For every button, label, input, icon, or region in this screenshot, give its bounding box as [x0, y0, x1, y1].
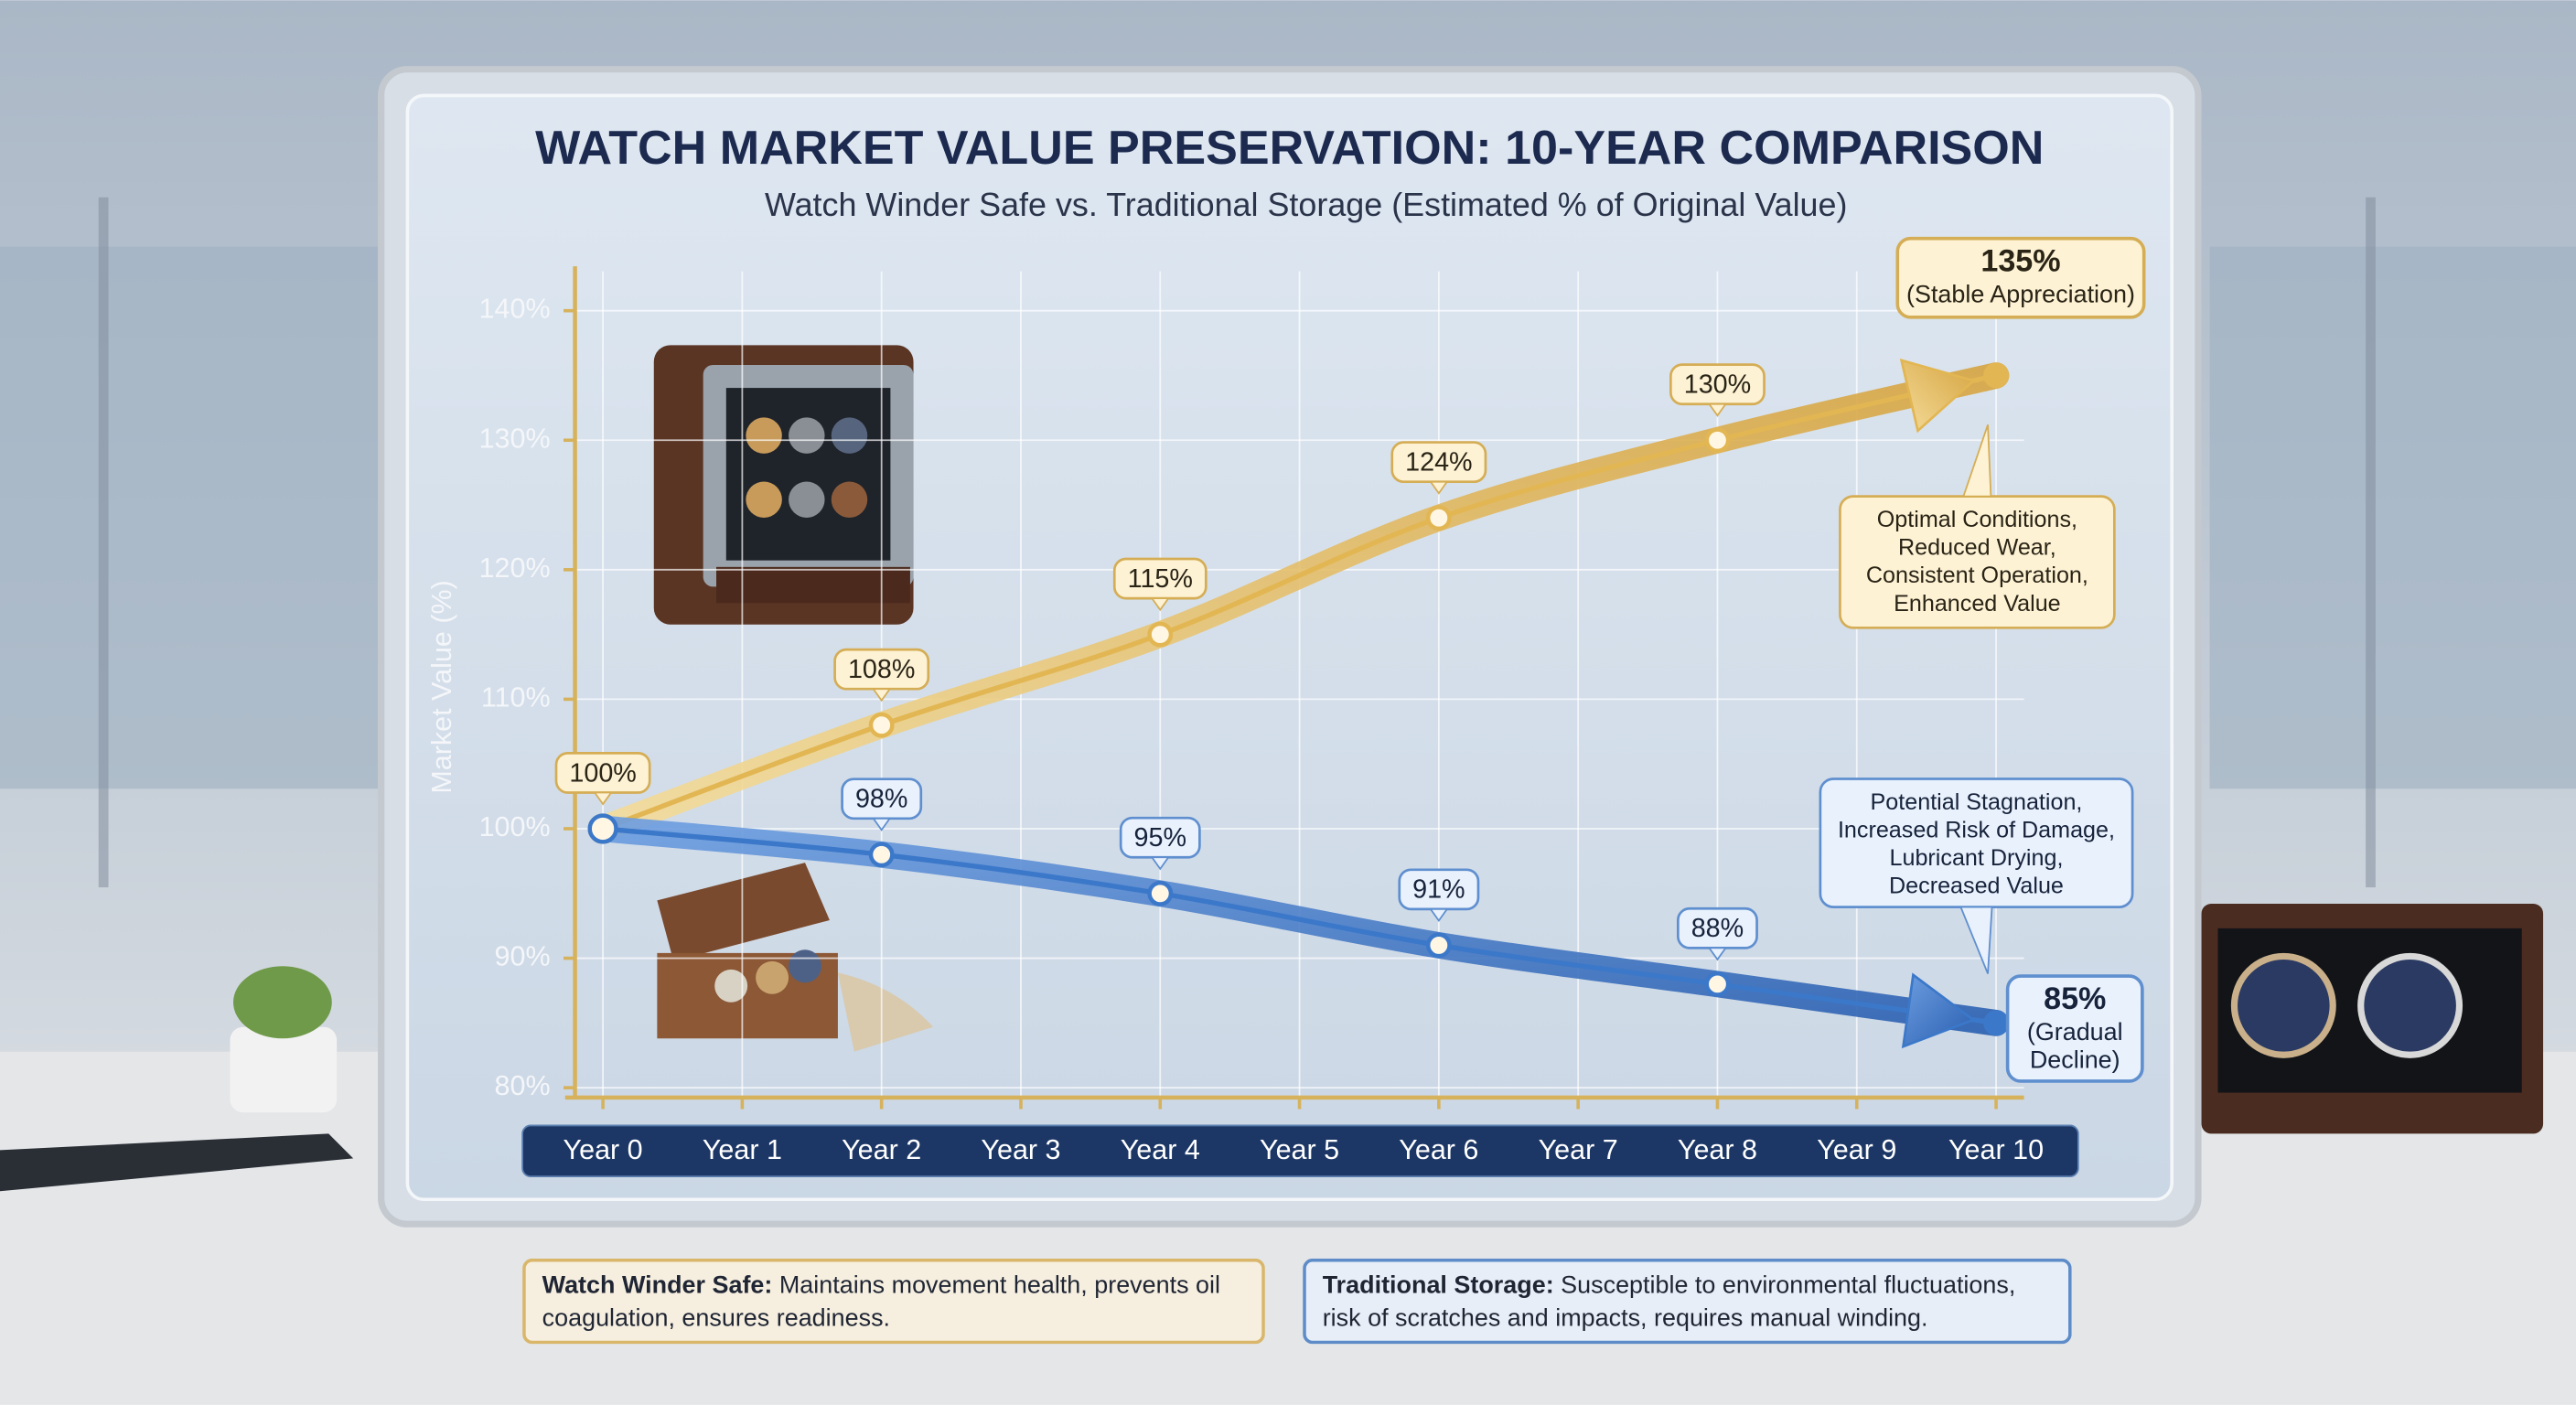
value-label: 88% [1691, 914, 1744, 943]
grid [574, 271, 2024, 1098]
callout-text: Reduced Wear, [1898, 535, 2056, 561]
callout-text: Increased Risk of Damage, [1838, 818, 2115, 843]
bubble-pointer [871, 688, 892, 702]
x-tick-label: Year 0 [564, 1134, 643, 1165]
end-box [2005, 974, 2144, 1083]
bubble-pointer [593, 791, 613, 806]
note: Traditional Storage: Susceptible to envi… [1303, 1258, 2072, 1345]
data-point [1147, 621, 1174, 648]
note: Watch Winder Safe: Maintains movement he… [522, 1258, 1265, 1345]
y-tick-label: 100% [479, 811, 551, 842]
callout-text: Consistent Operation, [1866, 563, 2088, 588]
note-box: Watch Winder Safe: Maintains movement he… [522, 1258, 1265, 1345]
data-point [1704, 427, 1731, 454]
series-line [602, 372, 1997, 831]
x-tick-label: Year 3 [981, 1134, 1060, 1165]
plot-area: WATCH MARKET VALUE PRESERVATION: 10-YEAR… [426, 122, 2146, 1178]
bubble-pointer [1707, 947, 1728, 961]
data-point [1425, 932, 1452, 959]
x-tick-label: Year 10 [1948, 1134, 2044, 1165]
note-title: Watch Winder Safe: [542, 1271, 773, 1300]
data-point [868, 712, 895, 738]
data-point [1425, 505, 1452, 531]
x-tick-label: Year 9 [1817, 1134, 1896, 1165]
x-tick-label: Year 4 [1121, 1134, 1200, 1165]
callout-text: Lubricant Drying, [1890, 845, 2064, 871]
note-title: Traditional Storage: [1322, 1271, 1554, 1300]
value-label: 135% [1980, 244, 2060, 279]
y-tick-label: 130% [479, 423, 551, 454]
x-tick-label: Year 5 [1260, 1134, 1339, 1165]
end-box [1895, 236, 2146, 319]
arrow-head [1899, 359, 1977, 434]
y-tick-label: 140% [479, 294, 551, 325]
x-tick-label: Year 6 [1399, 1134, 1478, 1165]
note-text: Maintains movement health, prevents oil … [542, 1271, 1221, 1333]
series-line [602, 826, 1997, 1026]
y-tick-label: 90% [495, 941, 551, 972]
bubble-pointer [1707, 402, 1728, 417]
y-tick-label: 120% [479, 552, 551, 584]
value-label: 98% [855, 785, 907, 814]
x-tick-label: Year 7 [1539, 1134, 1618, 1165]
chart-title: WATCH MARKET VALUE PRESERVATION: 10-YEAR… [535, 122, 2044, 175]
callout-text: Decreased Value [1889, 874, 2064, 899]
value-label: 100% [569, 758, 636, 788]
y-tick-label: 80% [495, 1070, 551, 1101]
data-point [868, 842, 895, 868]
callout-pointer [1962, 424, 1992, 498]
series: 100% 108% 115% 124% 130% 135%(Stable Apprecia… [554, 236, 2146, 844]
callout-text: Optimal Conditions, [1877, 507, 2077, 532]
callout-pointer [1959, 906, 1993, 974]
bubble-pointer [1429, 480, 1449, 495]
box-illustration [657, 863, 934, 1052]
data-point [587, 813, 618, 844]
y-tick-label: 110% [481, 681, 551, 713]
x-tick-label: Year 2 [842, 1134, 921, 1165]
data-point [1147, 880, 1174, 906]
value-label: 108% [848, 655, 915, 684]
x-tick-label: Year 1 [703, 1134, 782, 1165]
data-point [1704, 971, 1731, 997]
bubble-pointer [1150, 856, 1171, 871]
callout-text: Enhanced Value [1894, 591, 2061, 617]
arrow-head [1901, 972, 1976, 1049]
end-note: Decline) [2030, 1046, 2120, 1074]
bubble-pointer [871, 817, 892, 831]
callout-text: Potential Stagnation, [1871, 789, 2083, 815]
note-text: Susceptible to environmental fluctuation… [1322, 1271, 2016, 1333]
value-label: 130% [1684, 370, 1751, 400]
value-label: 85% [2044, 981, 2106, 1016]
data-point [1983, 362, 2009, 389]
x-tick-label: Year 8 [1678, 1134, 1757, 1165]
note-box: Traditional Storage: Susceptible to envi… [1303, 1258, 2072, 1345]
bubble-pointer [1150, 597, 1171, 612]
value-label: 95% [1134, 823, 1186, 853]
value-label: 115% [1128, 564, 1193, 594]
end-note: (Gradual [2027, 1018, 2123, 1046]
value-label: 91% [1412, 875, 1465, 905]
bubble-pointer [1429, 907, 1449, 923]
value-label: 124% [1405, 448, 1472, 477]
winder-illustration [653, 345, 914, 625]
end-note: (Stable Appreciation) [1906, 281, 2135, 308]
data-point [1983, 1010, 2009, 1036]
y-axis-label: Market Value (%) [426, 580, 457, 793]
chart-subtitle: Watch Winder Safe vs. Traditional Storag… [765, 186, 1847, 223]
x-axis-band [521, 1124, 2079, 1178]
